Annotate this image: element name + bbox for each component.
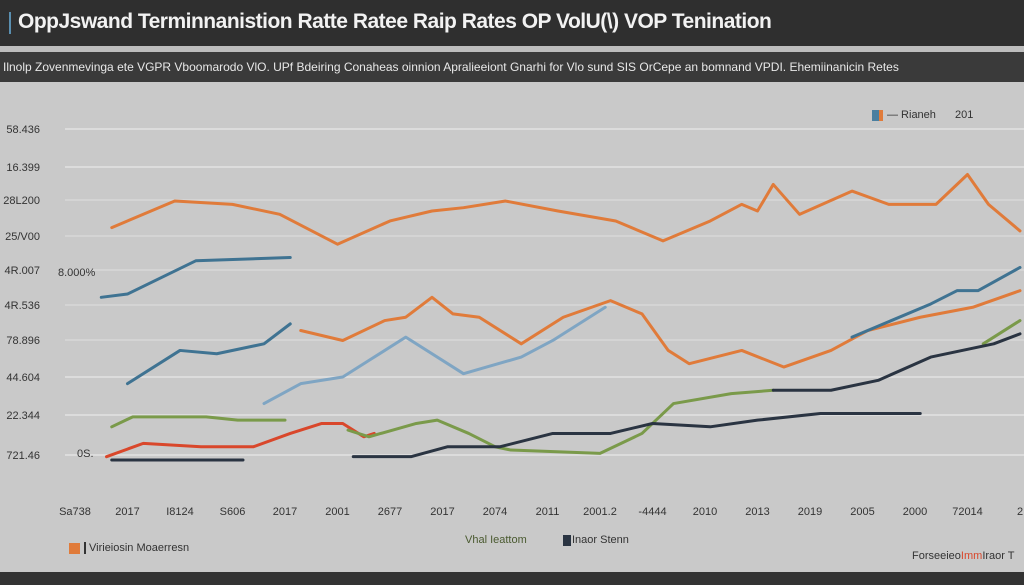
legend-swatch: [563, 534, 571, 546]
annotation: 8.000%: [58, 267, 96, 279]
legend-swatch: [69, 542, 80, 554]
title-bar: OppJswand Terminnanistion Ratte Ratee Ra…: [0, 0, 1024, 46]
y-tick-label: 22.344: [6, 410, 40, 422]
y-tick-label: 78.896: [6, 335, 40, 347]
annotation: 0S.: [77, 448, 94, 460]
legend-swatch-orange: [879, 109, 883, 121]
footer-part: Imm: [960, 550, 983, 562]
footer-part: Forseeieo: [912, 550, 961, 562]
series-line-6: [850, 265, 1022, 339]
legend-item: Virieiosin Moaerresn: [69, 542, 190, 554]
series-line-9: [981, 319, 1022, 346]
legend-item: Inaor Stenn: [563, 534, 629, 546]
x-tick-label: I8124: [166, 506, 194, 518]
series-line-0: [110, 172, 1022, 246]
x-tick-label: 2017: [430, 506, 454, 518]
x-tick-label: 72014: [952, 506, 983, 518]
series-line-7: [110, 415, 287, 429]
legend-extra: 201: [954, 109, 974, 121]
title-accent: [9, 12, 11, 34]
bottom-bar: [0, 572, 1024, 585]
legend-label: Virieiosin Moaerresn: [84, 542, 190, 554]
legend-item: Vhal Ieattom: [465, 534, 527, 546]
x-tick-label: 2017: [115, 506, 139, 518]
x-tick-label: 2019: [798, 506, 822, 518]
chart-title: OppJswand Terminnanistion Ratte Ratee Ra…: [18, 10, 772, 33]
y-tick-label: 25/V00: [5, 231, 40, 243]
series-line-4: [126, 322, 292, 386]
x-tick-label: 2013: [745, 506, 769, 518]
legend-label: Vhal Ieattom: [465, 534, 527, 546]
x-tick-label: 2017: [273, 506, 297, 518]
x-tick-label: 2001.2: [583, 506, 617, 518]
series-line-5: [262, 305, 607, 406]
x-tick-label: 2000: [903, 506, 927, 518]
legend-label: Inaor Stenn: [572, 534, 629, 546]
subtitle-bar: Ilnolp Zovenmevinga ete VGPR Vboomarodo …: [0, 52, 1024, 82]
series-line-1: [299, 289, 1022, 369]
y-tick-label: 721.46: [6, 450, 40, 462]
x-tick-label: 2011: [536, 506, 560, 518]
series-line-2: [105, 421, 376, 459]
series-line-8: [346, 388, 775, 455]
x-tick-label: 2677: [378, 506, 402, 518]
legend-swatch-blue: [872, 109, 879, 121]
x-tick-label: 2001: [325, 506, 349, 518]
x-tick-label: S606: [220, 506, 246, 518]
y-tick-label: 16.399: [6, 162, 40, 174]
x-tick-label: 2005: [850, 506, 874, 518]
legend-top: — Rianeh 201: [872, 109, 973, 121]
series-line-11: [351, 412, 922, 459]
y-tick-label: 4R.007: [5, 265, 40, 277]
y-tick-label: 44.604: [6, 372, 40, 384]
x-tick-label: Sa738: [59, 506, 91, 518]
y-tick-label: 28L200: [3, 195, 40, 207]
x-tick-label: 2: [1017, 506, 1023, 518]
chart-subtitle: Ilnolp Zovenmevinga ete VGPR Vboomarodo …: [3, 60, 899, 74]
y-tick-label: 4R.536: [5, 300, 40, 312]
footer-text: ForseeieoImmIraor T: [912, 550, 1015, 562]
series-line-12: [771, 332, 1022, 392]
x-tick-label: 2010: [693, 506, 717, 518]
footer-part: Iraor T: [982, 550, 1015, 562]
y-tick-label: 58.436: [6, 124, 40, 136]
legend-label: — Rianeh: [887, 109, 936, 121]
x-tick-label: 2074: [483, 506, 507, 518]
x-tick-label: -4444: [638, 506, 666, 518]
series-line-3: [99, 255, 292, 299]
divider: [0, 46, 1024, 52]
